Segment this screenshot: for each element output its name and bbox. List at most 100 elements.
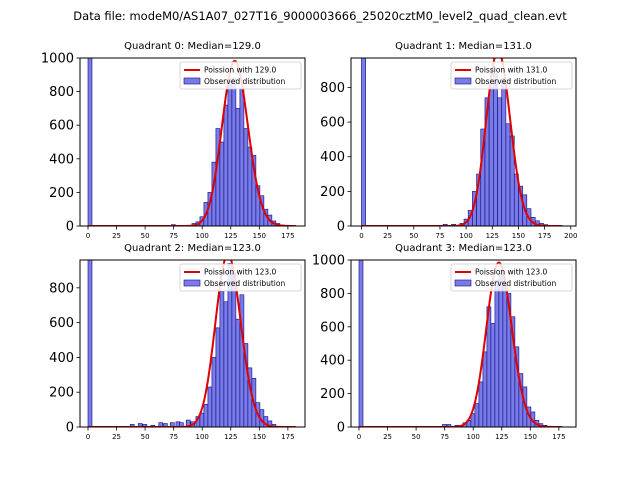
y-tick-label: 400 <box>49 152 74 167</box>
x-tick-label: 175 <box>281 232 294 240</box>
quadrant-3-bar <box>502 283 508 427</box>
quadrant-0-axes-frame <box>79 57 306 227</box>
x-tick-label: 100 <box>459 232 472 240</box>
quadrant-2-bar <box>203 404 209 427</box>
legend-bars-swatch <box>183 279 201 287</box>
x-tick-label: 50 <box>409 232 418 240</box>
quadrant-1-bar <box>497 97 502 226</box>
y-tick-label: 0 <box>337 220 345 235</box>
x-tick-label: 150 <box>253 433 266 441</box>
quadrant-2-bar <box>235 318 241 427</box>
quadrant-3-bar <box>478 381 484 427</box>
x-tick-label: 125 <box>224 433 237 441</box>
x-tick-label: 75 <box>435 232 444 240</box>
legend-bars-label: Observed distribution <box>475 279 556 288</box>
y-tick-label: 400 <box>49 351 74 366</box>
quadrant-2-poisson-curve <box>87 260 296 427</box>
legend-curve-label: Poission with 123.0 <box>204 268 277 277</box>
quadrant-0-bar <box>223 104 229 226</box>
quadrant-3-bar <box>358 260 364 427</box>
y-tick-label: 1000 <box>41 52 74 67</box>
x-tick-label: 50 <box>141 433 150 441</box>
legend-curve-label: Poission with 129.0 <box>204 66 277 75</box>
quadrant-1-bar <box>501 78 507 226</box>
x-tick-label: 0 <box>357 433 361 441</box>
y-tick-label: 200 <box>49 186 74 201</box>
y-tick-label: 800 <box>320 81 345 96</box>
y-tick-label: 1000 <box>312 254 345 269</box>
quadrant-2-bar <box>163 423 168 427</box>
quadrant-1-poisson-curve <box>361 58 563 226</box>
quadrant-2-bar <box>215 327 221 427</box>
y-tick-label: 200 <box>49 386 74 401</box>
legend-curve-label: Poission with 123.0 <box>475 268 548 277</box>
quadrant-2-bar <box>211 357 217 427</box>
quadrant-3-bar <box>490 323 496 427</box>
x-tick-label: 25 <box>383 232 392 240</box>
x-tick-label: 75 <box>169 433 178 441</box>
x-tick-label: 75 <box>440 433 449 441</box>
legend-bars-swatch <box>183 77 201 85</box>
quadrant-0-bar <box>235 108 241 226</box>
quadrant-2-bar <box>223 301 229 427</box>
quadrant-0-bar <box>247 146 253 226</box>
quadrant-3-bar <box>498 273 504 427</box>
quadrant-2-chart: Quadrant 2: Median=123.0 0 25 50 75 100 125 150… <box>49 243 306 441</box>
y-tick-label: 0 <box>337 421 345 436</box>
x-tick-label: 125 <box>224 232 237 240</box>
x-tick-label: 100 <box>196 433 209 441</box>
x-tick-label: 25 <box>112 232 121 240</box>
quadrant-3-poisson-curve <box>358 261 563 427</box>
quadrant-2-bar <box>219 291 225 427</box>
y-tick-label: 600 <box>320 116 345 131</box>
quadrant-1-bar <box>493 73 498 226</box>
quadrant-1-chart: Quadrant 1: Median=131.0 0 25 50 75 100 125 150… <box>320 41 577 240</box>
y-tick-label: 600 <box>49 119 74 134</box>
y-tick-label: 0 <box>66 220 74 235</box>
x-tick-label: 25 <box>112 433 121 441</box>
figure-title: Data file: modeM0/AS1A07_027T16_90000036… <box>73 9 567 23</box>
quadrant-0-legend <box>179 61 302 90</box>
x-tick-label: 175 <box>538 232 551 240</box>
legend-bars-swatch <box>454 279 472 287</box>
y-tick-label: 0 <box>66 421 74 436</box>
quadrant-2-bar <box>207 386 213 427</box>
x-tick-label: 150 <box>512 232 525 240</box>
quadrant-1-legend <box>450 61 573 90</box>
y-tick-label: 200 <box>320 387 345 402</box>
x-tick-label: 200 <box>564 232 577 240</box>
quadrant-2-bar <box>129 424 135 427</box>
y-tick-label: 800 <box>320 287 345 302</box>
legend-curve-label: Poission with 131.0 <box>475 66 548 75</box>
quadrant-0-bar <box>87 58 93 226</box>
quadrant-2-bar <box>267 420 273 427</box>
x-tick-label: 50 <box>412 433 421 441</box>
quadrant-3-chart: Quadrant 3: Median=123.0 0 25 50 75 100 125 150… <box>312 243 577 441</box>
y-tick-label: 800 <box>49 85 74 100</box>
x-tick-label: 150 <box>524 433 537 441</box>
quadrant-2-bar <box>87 260 93 427</box>
quadrant-2-legend <box>179 263 302 292</box>
x-tick-label: 175 <box>552 433 565 441</box>
quadrant-0-bar <box>243 128 249 226</box>
x-tick-label: 100 <box>196 232 209 240</box>
quadrant-3-bar <box>494 279 500 427</box>
x-tick-label: 0 <box>86 433 90 441</box>
quadrant-2-bar <box>137 423 143 427</box>
quadrant-1-axes-frame <box>350 57 577 227</box>
x-tick-label: 125 <box>486 232 499 240</box>
legend-bars-label: Observed distribution <box>204 77 285 86</box>
x-tick-label: 0 <box>359 232 363 240</box>
quadrant-1-plot-area <box>361 58 563 226</box>
x-tick-label: 125 <box>495 433 508 441</box>
quadrant-2-title: Quadrant 2: Median=123.0 <box>124 243 261 254</box>
quadrant-0-bar <box>239 87 245 226</box>
x-tick-label: 100 <box>467 433 480 441</box>
x-tick-label: 175 <box>281 433 294 441</box>
quadrant-0-bar <box>227 81 233 226</box>
quadrant-3-title: Quadrant 3: Median=123.0 <box>395 243 532 254</box>
quadrant-0-bar <box>231 77 237 226</box>
x-tick-label: 50 <box>141 232 150 240</box>
y-tick-label: 800 <box>49 281 74 296</box>
